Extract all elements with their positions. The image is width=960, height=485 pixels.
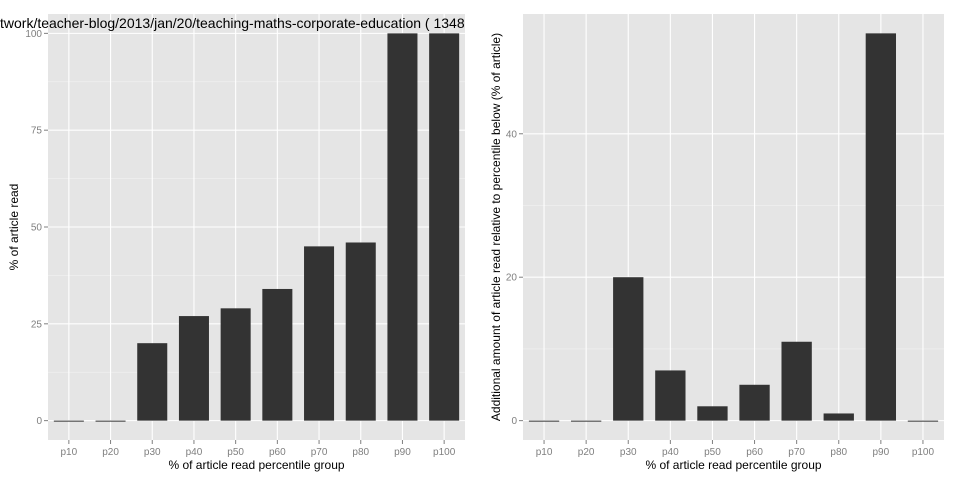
y-tick-label: 40 (506, 129, 518, 140)
x-tick-label: p70 (311, 447, 328, 458)
x-axis-label: % of article read percentile group (168, 458, 344, 472)
y-axis-label: % of article read (7, 184, 21, 271)
x-tick-label: p20 (102, 447, 119, 458)
x-tick-label: p60 (269, 447, 286, 458)
bar-p60 (262, 288, 293, 421)
x-tick-label: p100 (912, 447, 935, 458)
bar-p40 (178, 316, 209, 421)
bar-p10 (528, 420, 560, 422)
x-tick-label: p90 (394, 447, 411, 458)
x-tick-label: p90 (873, 447, 890, 458)
chart-title: twork/teacher-blog/2013/jan/20/teaching-… (0, 15, 465, 31)
y-tick-label: 75 (31, 126, 43, 137)
y-tick-label: 100 (25, 29, 42, 40)
x-tick-label: p10 (61, 447, 78, 458)
y-tick-label: 0 (511, 416, 517, 427)
bar-p20 (570, 420, 602, 422)
bar-p40 (655, 370, 686, 421)
bar-p90 (865, 33, 897, 421)
bar-p90 (387, 33, 418, 421)
x-axis-label: % of article read percentile group (645, 458, 821, 472)
left-chart: 0 25 50 75 100 p10 p20 p30 p40 p50 p60 p70 p80 p90 p10… (0, 14, 465, 472)
x-tick-label: p20 (578, 447, 595, 458)
x-tick-label: p50 (227, 447, 244, 458)
bar-p30 (613, 277, 644, 421)
bar-p100 (907, 420, 939, 422)
x-tick-label: p30 (620, 447, 637, 458)
x-tick-label: p80 (352, 447, 369, 458)
x-tick-label: p50 (704, 447, 721, 458)
right-chart: 0 20 40 p10 p20 p30 p40 p50 p60 p70 p80 p90 p100 % of… (489, 14, 944, 472)
bar-p80 (823, 413, 854, 421)
bar-p60 (739, 384, 770, 421)
x-tick-label: p70 (788, 447, 805, 458)
x-tick-label: p30 (144, 447, 161, 458)
bar-p10 (53, 420, 84, 422)
y-axis-label: Additional amount of article read relati… (489, 33, 503, 421)
bar-p50 (220, 308, 251, 421)
y-tick-label: 25 (31, 319, 43, 330)
bar-p20 (95, 420, 126, 422)
x-tick-label: p40 (662, 447, 679, 458)
bar-p80 (345, 242, 376, 421)
bar-p100 (429, 33, 460, 421)
y-tick-label: 0 (36, 416, 42, 427)
y-tick-label: 50 (31, 223, 43, 234)
x-tick-label: p10 (536, 447, 553, 458)
bar-p70 (781, 341, 812, 421)
x-tick-label: p100 (433, 447, 456, 458)
x-tick-label: p40 (186, 447, 203, 458)
bar-p30 (137, 343, 168, 421)
y-tick-label: 20 (506, 273, 518, 284)
bar-p70 (304, 246, 335, 421)
bar-p50 (697, 406, 728, 421)
x-tick-label: p80 (830, 447, 847, 458)
x-tick-label: p60 (746, 447, 763, 458)
